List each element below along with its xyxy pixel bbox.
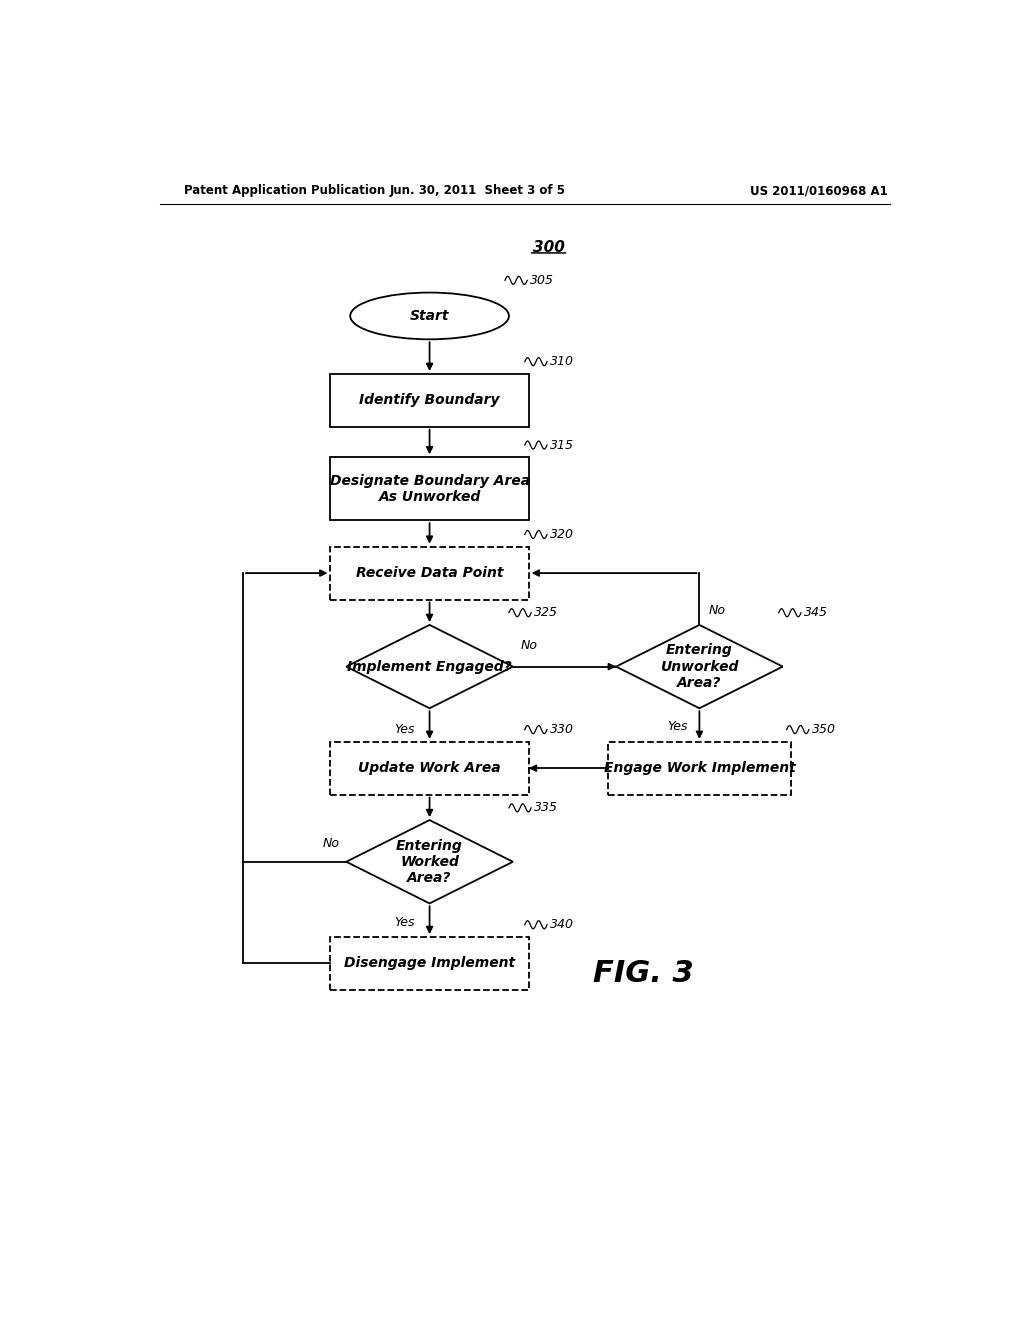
- Text: Patent Application Publication: Patent Application Publication: [183, 185, 385, 198]
- Text: 325: 325: [535, 606, 558, 619]
- Text: 340: 340: [550, 919, 574, 932]
- Text: Yes: Yes: [667, 721, 687, 734]
- Text: 330: 330: [550, 723, 574, 737]
- Polygon shape: [346, 624, 513, 709]
- FancyBboxPatch shape: [608, 742, 791, 795]
- Text: Designate Boundary Area
As Unworked: Designate Boundary Area As Unworked: [330, 474, 529, 504]
- Text: 315: 315: [550, 438, 574, 451]
- Ellipse shape: [350, 293, 509, 339]
- FancyBboxPatch shape: [331, 546, 528, 599]
- FancyBboxPatch shape: [331, 374, 528, 426]
- Text: 320: 320: [550, 528, 574, 541]
- Text: Update Work Area: Update Work Area: [358, 762, 501, 775]
- Text: Entering
Worked
Area?: Entering Worked Area?: [396, 838, 463, 884]
- Polygon shape: [346, 820, 513, 903]
- Text: FIG. 3: FIG. 3: [594, 960, 694, 989]
- Text: No: No: [521, 639, 538, 652]
- Text: Receive Data Point: Receive Data Point: [355, 566, 504, 579]
- Text: 345: 345: [804, 606, 828, 619]
- Text: Identify Boundary: Identify Boundary: [359, 393, 500, 408]
- Text: Entering
Unworked
Area?: Entering Unworked Area?: [660, 643, 738, 690]
- Text: Implement Engaged?: Implement Engaged?: [347, 660, 512, 673]
- Text: No: No: [709, 603, 726, 616]
- Text: Disengage Implement: Disengage Implement: [344, 957, 515, 970]
- Polygon shape: [616, 624, 782, 709]
- Text: Engage Work Implement: Engage Work Implement: [603, 762, 796, 775]
- Text: Jun. 30, 2011  Sheet 3 of 5: Jun. 30, 2011 Sheet 3 of 5: [389, 185, 565, 198]
- Text: Start: Start: [410, 309, 450, 323]
- Text: No: No: [323, 837, 340, 850]
- FancyBboxPatch shape: [331, 937, 528, 990]
- FancyBboxPatch shape: [331, 457, 528, 520]
- Text: 305: 305: [530, 273, 554, 286]
- Text: 335: 335: [535, 801, 558, 814]
- Text: 350: 350: [812, 723, 836, 737]
- FancyBboxPatch shape: [331, 742, 528, 795]
- Text: 310: 310: [550, 355, 574, 368]
- Text: 300: 300: [532, 240, 564, 255]
- Text: Yes: Yes: [394, 916, 415, 928]
- Text: US 2011/0160968 A1: US 2011/0160968 A1: [750, 185, 888, 198]
- Text: Yes: Yes: [394, 722, 415, 735]
